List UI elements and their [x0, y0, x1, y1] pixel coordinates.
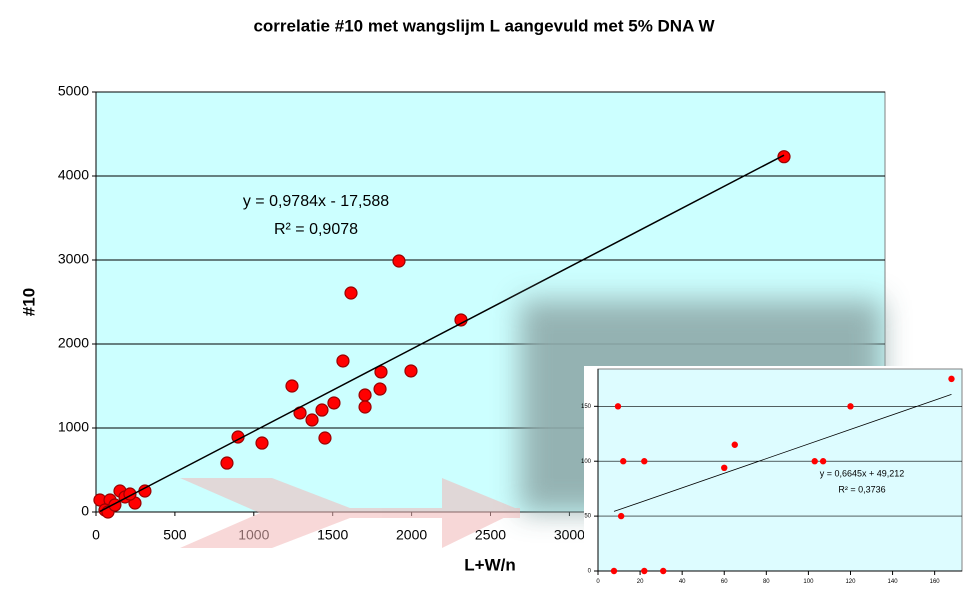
data-point — [847, 403, 854, 410]
data-point — [404, 364, 418, 378]
data-point — [777, 150, 791, 164]
trendline-equation: y = 0,6645x + 49,212 — [820, 468, 905, 478]
decorative-arrows — [180, 478, 520, 548]
y-tick-label: 4000 — [58, 167, 89, 183]
x-tick-label: 1500 — [317, 527, 348, 543]
y-tick-label: 0 — [588, 569, 592, 575]
data-point — [641, 458, 648, 465]
data-point — [285, 379, 299, 393]
x-tick-label: 80 — [763, 579, 770, 585]
trendline — [613, 394, 952, 512]
data-point — [731, 441, 738, 448]
data-point — [358, 400, 372, 414]
r-squared: R² = 0,3736 — [838, 484, 885, 494]
x-tick-label: 60 — [721, 579, 728, 585]
data-point — [373, 382, 387, 396]
data-point — [392, 254, 406, 268]
data-point — [610, 567, 618, 575]
data-point — [811, 458, 818, 465]
x-tick-label: 0 — [596, 579, 600, 585]
data-point — [344, 286, 358, 300]
data-point — [617, 512, 625, 520]
x-axis-label: L+W/n — [464, 555, 515, 574]
y-tick-label: 2000 — [58, 335, 89, 351]
y-tick-label: 5000 — [58, 83, 89, 99]
chart-title: correlatie #10 met wangslijm L aangevuld… — [253, 16, 715, 35]
data-point — [620, 458, 627, 465]
data-point — [948, 375, 955, 383]
x-tick-label: 2500 — [475, 527, 506, 543]
data-point — [721, 464, 728, 472]
data-point — [315, 403, 329, 417]
x-tick-label: 0 — [92, 527, 100, 543]
plot-area — [597, 368, 963, 572]
data-point — [614, 403, 622, 410]
inset-chart: 0 50 100 150 0 20 40 60 80 100 120 140 160 y = 0,6645… — [581, 366, 966, 585]
x-tick-label: 3000 — [554, 527, 585, 543]
data-point — [255, 436, 269, 450]
y-tick-label: 0 — [81, 503, 89, 519]
data-point — [374, 365, 388, 379]
data-point — [819, 458, 827, 465]
x-tick-label: 100 — [803, 579, 814, 585]
data-point — [358, 388, 372, 402]
data-point — [660, 567, 667, 575]
data-point — [220, 456, 234, 470]
x-tick-label: 2000 — [396, 527, 427, 543]
y-tick-label: 100 — [581, 459, 592, 465]
data-point — [327, 396, 341, 410]
data-point — [318, 431, 332, 445]
x-tick-label: 120 — [845, 579, 856, 585]
x-tick-label: 160 — [930, 579, 941, 585]
x-tick-label: 140 — [888, 579, 899, 585]
r-squared: R² = 0,9078 — [274, 221, 358, 238]
x-tick-label: 40 — [679, 579, 686, 585]
data-point — [305, 413, 319, 427]
y-tick-label: 1000 — [58, 419, 89, 435]
data-point — [336, 354, 350, 368]
x-tick-label: 500 — [163, 527, 187, 543]
y-axis-label: #10 — [19, 288, 38, 316]
x-tick-label: 20 — [637, 579, 644, 585]
y-tick-label: 3000 — [58, 251, 89, 267]
data-point — [641, 567, 648, 575]
y-tick-label: 50 — [584, 514, 591, 520]
trendline-equation: y = 0,9784x - 17,588 — [243, 193, 389, 210]
trendline — [99, 154, 785, 513]
y-tick-label: 150 — [581, 404, 592, 410]
